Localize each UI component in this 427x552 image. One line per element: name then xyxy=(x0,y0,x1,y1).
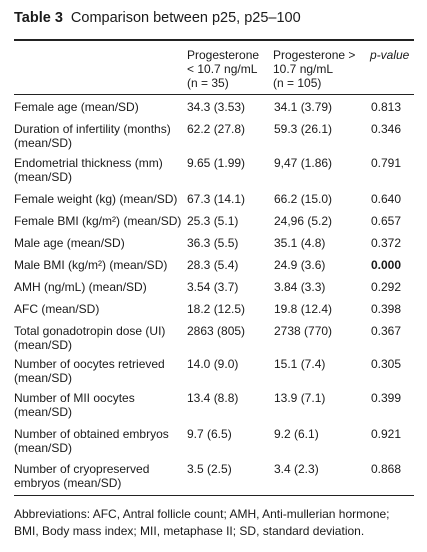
row-value-high: 35.1 (4.8) xyxy=(274,236,326,250)
row-value-low: 14.0 (9.0) xyxy=(187,357,239,371)
row-value-high: 13.9 (7.1) xyxy=(274,391,326,405)
row-label: AFC (mean/SD) xyxy=(14,302,100,316)
row-value-high: 15.1 (7.4) xyxy=(274,357,326,371)
row-value-low: 13.4 (8.8) xyxy=(187,391,239,405)
row-value-high: 3.4 (2.3) xyxy=(274,462,319,476)
row-label: Total gonadotropin dose (UI) (mean/SD) xyxy=(14,324,166,352)
row-p-value: 0.398 xyxy=(371,302,402,316)
table-title: Table 3 Comparison between p25, p25–100 xyxy=(14,10,301,26)
row-label: Female weight (kg) (mean/SD) xyxy=(14,192,178,206)
row-value-low: 18.2 (12.5) xyxy=(187,302,246,316)
row-label: Female BMI (kg/m²) (mean/SD) xyxy=(14,214,182,228)
row-label: Number of obtained embryos (mean/SD) xyxy=(14,427,169,455)
row-p-value: 0.346 xyxy=(371,122,402,136)
row-label: Male BMI (kg/m²) (mean/SD) xyxy=(14,258,168,272)
header-col-high-progesterone: Progesterone > 10.7 ng/mL (n = 105) xyxy=(273,48,365,90)
row-p-value: 0.367 xyxy=(371,324,402,338)
header-col1-line3: (n = 35) xyxy=(187,76,229,90)
row-value-low: 9.7 (6.5) xyxy=(187,427,232,441)
row-value-high: 34.1 (3.79) xyxy=(274,100,333,114)
header-col-p-value: p-value xyxy=(370,48,410,62)
row-value-low: 9.65 (1.99) xyxy=(187,156,246,170)
header-col1-line2: < 10.7 ng/mL xyxy=(187,62,258,76)
row-p-value: 0.921 xyxy=(371,427,402,441)
header-rule xyxy=(14,94,414,95)
row-value-low: 34.3 (3.53) xyxy=(187,100,246,114)
table-footnote: Abbreviations: AFC, Antral follicle coun… xyxy=(14,507,390,538)
row-value-high: 59.3 (26.1) xyxy=(274,122,333,136)
row-label: Male age (mean/SD) xyxy=(14,236,125,250)
row-label: Endometrial thickness (mm) (mean/SD) xyxy=(14,156,163,184)
header-col1-line1: Progesterone xyxy=(187,48,260,62)
row-value-low: 3.5 (2.5) xyxy=(187,462,232,476)
row-value-high: 9.2 (6.1) xyxy=(274,427,319,441)
table-caption: Comparison between p25, p25–100 xyxy=(70,10,301,26)
row-value-low: 67.3 (14.1) xyxy=(187,192,246,206)
header-col2-line2: 10.7 ng/mL xyxy=(273,62,334,76)
row-value-low: 62.2 (27.8) xyxy=(187,122,246,136)
row-value-high: 9,47 (1.86) xyxy=(274,156,333,170)
row-p-value: 0.372 xyxy=(371,236,402,250)
row-value-high: 24.9 (3.6) xyxy=(274,258,326,272)
row-p-value: 0.399 xyxy=(371,391,402,405)
row-value-low: 2863 (805) xyxy=(187,324,246,338)
row-value-high: 3.84 (3.3) xyxy=(274,280,326,294)
row-label: Number of MII oocytes (mean/SD) xyxy=(14,391,135,419)
row-p-value: 0.640 xyxy=(371,192,402,206)
header-col2-line3: (n = 105) xyxy=(273,76,322,90)
row-value-low: 36.3 (5.5) xyxy=(187,236,239,250)
row-label: Female age (mean/SD) xyxy=(14,100,139,114)
header-col-low-progesterone: Progesterone < 10.7 ng/mL (n = 35) xyxy=(187,48,271,90)
row-p-value: 0.000 xyxy=(371,258,402,272)
table-label: Table 3 xyxy=(14,10,63,26)
row-p-value: 0.657 xyxy=(371,214,402,228)
row-p-value: 0.305 xyxy=(371,357,402,371)
bottom-rule xyxy=(14,495,414,496)
row-p-value: 0.813 xyxy=(371,100,402,114)
row-label: AMH (ng/mL) (mean/SD) xyxy=(14,280,147,294)
row-value-high: 66.2 (15.0) xyxy=(274,192,333,206)
row-p-value: 0.791 xyxy=(371,156,402,170)
row-value-low: 25.3 (5.1) xyxy=(187,214,239,228)
row-p-value: 0.292 xyxy=(371,280,402,294)
row-value-low: 28.3 (5.4) xyxy=(187,258,239,272)
row-label: Number of cryopreserved embryos (mean/SD… xyxy=(14,462,150,490)
top-rule xyxy=(14,39,414,41)
row-value-low: 3.54 (3.7) xyxy=(187,280,239,294)
row-label: Number of oocytes retrieved (mean/SD) xyxy=(14,357,165,385)
header-col2-line1: Progesterone > xyxy=(273,48,356,62)
row-value-high: 19.8 (12.4) xyxy=(274,302,333,316)
row-value-high: 2738 (770) xyxy=(274,324,333,338)
row-label: Duration of infertility (months) (mean/S… xyxy=(14,122,171,150)
row-p-value: 0.868 xyxy=(371,462,402,476)
row-value-high: 24,96 (5.2) xyxy=(274,214,333,228)
